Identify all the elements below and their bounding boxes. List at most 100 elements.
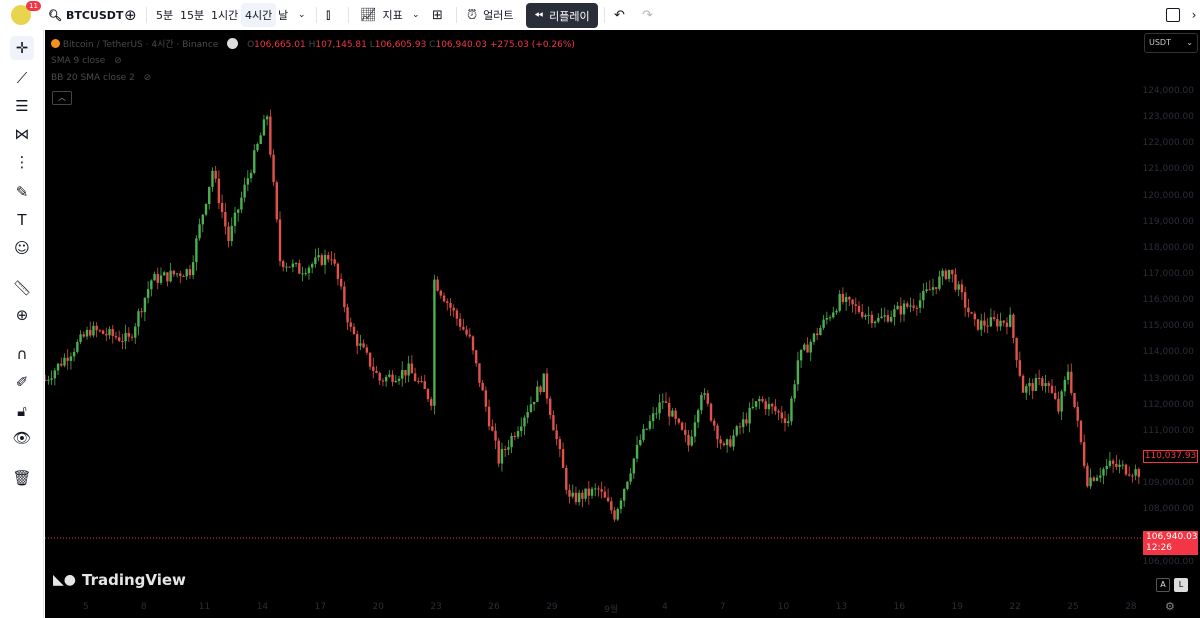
- time-tick-label: 23: [430, 602, 442, 612]
- search-icon: 🔍︎: [48, 8, 62, 22]
- tradingview-watermark: ◣● TradingView: [53, 571, 186, 589]
- price-tick-label: 124,000.00: [1142, 85, 1194, 96]
- interval-dropdown[interactable]: ⌄: [294, 3, 310, 27]
- interval-1h[interactable]: 1시간: [211, 9, 239, 22]
- price-tick-label: 119,000.00: [1142, 216, 1194, 227]
- candle-up: [153, 273, 156, 281]
- brush-tool[interactable]: ✎: [10, 180, 34, 204]
- alert-button[interactable]: ⏰︎ 얼러트: [463, 3, 518, 27]
- chart-type-button[interactable]: ⫾: [322, 3, 334, 27]
- plus-circle-icon: ⊕: [124, 6, 137, 24]
- interval-1d[interactable]: 날: [278, 9, 289, 22]
- candle-up: [285, 266, 288, 268]
- emoji-tool[interactable]: ☺: [10, 236, 34, 260]
- fullscreen-button[interactable]: [1162, 3, 1184, 27]
- pattern-tool[interactable]: ⋈: [10, 122, 34, 146]
- candle-up: [208, 186, 211, 205]
- candle-up: [1102, 469, 1105, 476]
- zoom-tool[interactable]: ⊕: [10, 303, 34, 327]
- candle-up: [394, 380, 397, 383]
- candle-up: [526, 411, 529, 418]
- symbol-search-button[interactable]: 🔍︎ BTCUSDT: [44, 3, 127, 27]
- crosshair-tool[interactable]: ✛: [10, 36, 34, 60]
- chevron-up-icon: ︿: [58, 93, 66, 102]
- compare-add-button[interactable]: ⊕: [120, 3, 141, 27]
- candle-down: [127, 333, 131, 337]
- market-status-icon: [227, 38, 239, 49]
- measure-tool[interactable]: 📏︎: [10, 276, 34, 300]
- candle-up: [523, 417, 526, 427]
- price-tick-label: 123,000.00: [1142, 112, 1194, 123]
- eye-off-icon[interactable]: ⊘: [143, 73, 152, 83]
- remove-drawings-tool[interactable]: 🗑︎: [10, 466, 34, 490]
- collapse-legend-button[interactable]: ︿: [52, 91, 72, 105]
- candle-up: [622, 488, 626, 501]
- candle-up: [577, 492, 581, 503]
- candle-down: [352, 326, 356, 335]
- settings-button[interactable]: ⚙: [1165, 600, 1175, 613]
- prediction-tool[interactable]: ⋮: [10, 150, 34, 174]
- candle-down: [1082, 442, 1086, 466]
- lock-drawings-tool[interactable]: 🔓︎: [10, 399, 34, 423]
- replay-button[interactable]: ⏪︎ 리플레이: [526, 3, 598, 28]
- symbol-title: Bitcoin / TetherUS · 4시간 · Binance: [62, 40, 219, 50]
- candle-down: [996, 319, 999, 327]
- candle-up: [661, 401, 664, 403]
- user-avatar-button[interactable]: 11: [6, 1, 41, 27]
- candle-up: [767, 403, 771, 410]
- stay-drawing-tool[interactable]: ✐: [10, 370, 34, 394]
- candle-down: [597, 488, 600, 490]
- indicators-button[interactable]: 📈︎ 지표: [356, 3, 407, 27]
- time-axis[interactable]: 5 8 11 14 17 20 23 26 29 9월 4 7 10 13 16 19 22 25 28: [45, 595, 1200, 618]
- hide-drawings-tool[interactable]: 👁︎: [10, 426, 34, 450]
- candle-up: [642, 428, 645, 440]
- interval-4h[interactable]: 4시간: [241, 3, 277, 27]
- indicators-label: 지표: [382, 9, 403, 22]
- fib-tool[interactable]: ☰: [10, 94, 34, 118]
- more-button[interactable]: ›: [1188, 3, 1200, 27]
- trendline-tool[interactable]: ⟋: [10, 66, 34, 90]
- candle-up: [150, 280, 153, 290]
- candle-up: [980, 320, 983, 330]
- candlestick-chart: [45, 109, 1142, 539]
- candle-up: [889, 317, 893, 322]
- interval-5m[interactable]: 5분: [156, 9, 174, 22]
- candle-down: [854, 304, 857, 306]
- indicator-sma[interactable]: SMA 9 close ⊘: [51, 56, 122, 66]
- price-axis[interactable]: 106,000.00 108,000.00 109,000.00 111,000.00…: [1142, 30, 1200, 595]
- log-scale-button[interactable]: L: [1174, 578, 1188, 592]
- candle-up: [1044, 383, 1047, 387]
- layouts-button[interactable]: ⊞: [428, 3, 447, 27]
- eye-off-icon[interactable]: ⊘: [114, 56, 122, 66]
- redo-button[interactable]: ↷: [638, 3, 657, 27]
- candle-down: [568, 489, 571, 497]
- candle-up: [359, 343, 362, 346]
- interval-15m[interactable]: 15분: [180, 9, 205, 22]
- auto-scale-button[interactable]: A: [1156, 578, 1170, 592]
- candle-up: [246, 178, 250, 185]
- candle-down: [214, 170, 217, 179]
- candle-up: [304, 273, 307, 275]
- time-tick-label: 11: [198, 602, 211, 612]
- candle-down: [320, 255, 324, 265]
- undo-button[interactable]: ↶: [610, 3, 629, 27]
- candle-up: [584, 488, 587, 499]
- candle-up: [536, 386, 539, 402]
- smiley-icon: ☺: [14, 239, 30, 257]
- indicators-dropdown[interactable]: ⌄: [408, 3, 424, 27]
- indicator-bb[interactable]: BB 20 SMA close 2 ⊘: [51, 73, 151, 83]
- candle-up: [249, 172, 253, 179]
- candle-down: [1018, 360, 1022, 376]
- magnet-tool[interactable]: ∩: [10, 342, 34, 366]
- candle-down: [166, 272, 169, 282]
- candle-up: [253, 150, 256, 173]
- text-tool[interactable]: T: [10, 208, 34, 232]
- candle-down: [1073, 393, 1076, 407]
- candle-up: [651, 413, 655, 422]
- symbol-label: BTCUSDT: [65, 8, 124, 22]
- currency-selector[interactable]: USDT ⌄: [1144, 33, 1198, 53]
- candle-down: [513, 435, 517, 437]
- candle-up: [796, 360, 800, 385]
- chart-pane[interactable]: Bitcoin / TetherUS · 4시간 · Binance O106,…: [45, 30, 1200, 618]
- candle-up: [787, 421, 790, 424]
